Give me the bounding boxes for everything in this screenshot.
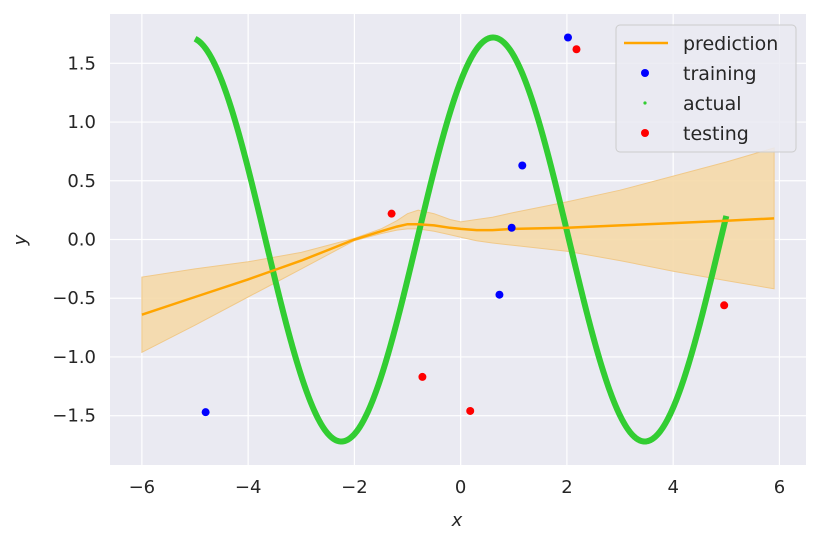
testing-point bbox=[720, 301, 729, 310]
x-tick-label: −4 bbox=[235, 477, 262, 498]
y-tick-label: −0.5 bbox=[52, 288, 96, 309]
y-tick-label: 1.0 bbox=[67, 112, 96, 133]
actual-line bbox=[192, 34, 730, 445]
x-tick-labels: −6 −4 −2 0 2 4 6 bbox=[129, 477, 786, 498]
y-axis-label: y bbox=[10, 234, 31, 246]
legend: prediction training actual testing bbox=[615, 24, 797, 153]
training-point bbox=[507, 223, 516, 232]
legend-training-label: training bbox=[683, 63, 757, 85]
x-tick-label: 4 bbox=[667, 477, 678, 498]
testing-point bbox=[572, 45, 581, 54]
testing-point bbox=[418, 372, 427, 381]
legend-testing-swatch bbox=[641, 129, 649, 137]
y-tick-label: 1.5 bbox=[67, 53, 96, 74]
prediction-line bbox=[141, 217, 775, 316]
x-tick-label: 6 bbox=[774, 477, 785, 498]
testing-point bbox=[466, 406, 475, 415]
legend-training-swatch bbox=[641, 69, 649, 77]
prediction-uncertainty-band bbox=[141, 147, 775, 354]
x-tick-label: 2 bbox=[561, 477, 572, 498]
y-tick-labels: −1.5 −1.0 −0.5 0.0 0.5 1.0 1.5 bbox=[52, 53, 96, 426]
training-point bbox=[518, 161, 527, 170]
x-axis-label: x bbox=[451, 510, 463, 531]
scatter-points bbox=[201, 33, 729, 417]
legend-actual-swatch bbox=[643, 101, 647, 105]
y-tick-label: −1.5 bbox=[52, 406, 96, 427]
training-point bbox=[495, 290, 504, 299]
y-tick-label: 0.0 bbox=[67, 230, 96, 251]
legend-box bbox=[615, 24, 797, 153]
legend-testing-label: testing bbox=[683, 123, 749, 145]
x-tick-label: −2 bbox=[341, 477, 368, 498]
training-point bbox=[563, 33, 572, 42]
y-tick-label: 0.5 bbox=[67, 171, 96, 192]
legend-actual-label: actual bbox=[683, 93, 742, 115]
x-tick-label: 0 bbox=[455, 477, 466, 498]
training-point bbox=[201, 408, 210, 417]
legend-prediction-label: prediction bbox=[683, 33, 778, 55]
testing-point bbox=[387, 209, 396, 218]
y-tick-label: −1.0 bbox=[52, 347, 96, 368]
x-tick-label: −6 bbox=[129, 477, 156, 498]
actual-curve bbox=[192, 34, 730, 445]
